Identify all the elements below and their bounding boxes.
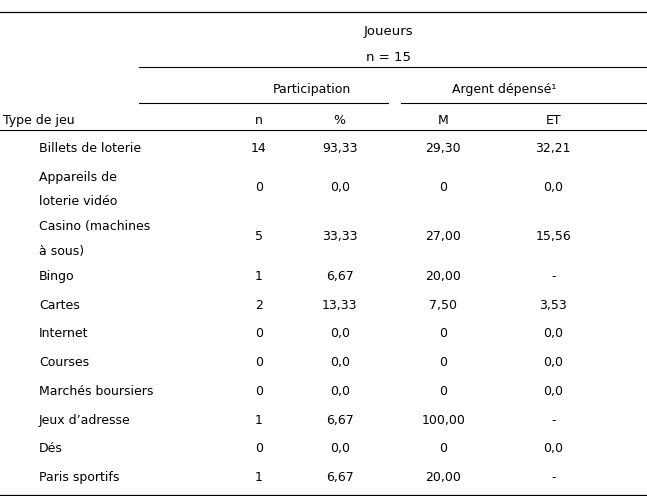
Text: 0,0: 0,0 [543, 327, 563, 340]
Text: 20,00: 20,00 [425, 471, 461, 484]
Text: 0,0: 0,0 [330, 327, 349, 340]
Text: 0: 0 [439, 442, 447, 455]
Text: %: % [334, 114, 345, 127]
Text: 93,33: 93,33 [322, 142, 357, 155]
Text: 6,67: 6,67 [326, 270, 353, 283]
Text: 2: 2 [255, 299, 263, 311]
Text: -: - [551, 270, 555, 283]
Text: Dés: Dés [39, 442, 63, 455]
Text: 20,00: 20,00 [425, 270, 461, 283]
Text: 0,0: 0,0 [543, 442, 563, 455]
Text: Courses: Courses [39, 356, 89, 369]
Text: 0,0: 0,0 [330, 181, 349, 193]
Text: Marchés boursiers: Marchés boursiers [39, 385, 153, 398]
Text: -: - [551, 471, 555, 484]
Text: Argent dépensé¹: Argent dépensé¹ [452, 83, 557, 96]
Text: -: - [551, 414, 555, 427]
Text: Paris sportifs: Paris sportifs [39, 471, 119, 484]
Text: 6,67: 6,67 [326, 414, 353, 427]
Text: 0: 0 [439, 181, 447, 193]
Text: 0: 0 [255, 181, 263, 193]
Text: n: n [255, 114, 263, 127]
Text: 0: 0 [255, 356, 263, 369]
Text: 100,00: 100,00 [421, 414, 465, 427]
Text: 14: 14 [251, 142, 267, 155]
Text: à sous): à sous) [39, 245, 84, 258]
Text: 0,0: 0,0 [543, 356, 563, 369]
Text: 1: 1 [255, 414, 263, 427]
Text: Type de jeu: Type de jeu [3, 114, 75, 127]
Text: 0: 0 [439, 385, 447, 398]
Text: 27,00: 27,00 [425, 230, 461, 243]
Text: 1: 1 [255, 471, 263, 484]
Text: loterie vidéo: loterie vidéo [39, 195, 117, 208]
Text: Appareils de: Appareils de [39, 171, 116, 184]
Text: Billets de loterie: Billets de loterie [39, 142, 141, 155]
Text: 6,67: 6,67 [326, 471, 353, 484]
Text: 33,33: 33,33 [322, 230, 357, 243]
Text: Internet: Internet [39, 327, 89, 340]
Text: Casino (machines: Casino (machines [39, 220, 150, 233]
Text: Bingo: Bingo [39, 270, 74, 283]
Text: ET: ET [545, 114, 561, 127]
Text: Participation: Participation [273, 83, 351, 96]
Text: 3,53: 3,53 [540, 299, 567, 311]
Text: 7,50: 7,50 [429, 299, 457, 311]
Text: Jeux d’adresse: Jeux d’adresse [39, 414, 131, 427]
Text: 15,56: 15,56 [535, 230, 571, 243]
Text: 0,0: 0,0 [543, 385, 563, 398]
Text: 29,30: 29,30 [425, 142, 461, 155]
Text: 0: 0 [255, 385, 263, 398]
Text: 0,0: 0,0 [543, 181, 563, 193]
Text: n = 15: n = 15 [366, 51, 411, 63]
Text: 1: 1 [255, 270, 263, 283]
Text: 0,0: 0,0 [330, 385, 349, 398]
Text: M: M [438, 114, 448, 127]
Text: Cartes: Cartes [39, 299, 80, 311]
Text: 0,0: 0,0 [330, 356, 349, 369]
Text: 13,33: 13,33 [322, 299, 357, 311]
Text: 0: 0 [439, 356, 447, 369]
Text: 0,0: 0,0 [330, 442, 349, 455]
Text: 5: 5 [255, 230, 263, 243]
Text: 32,21: 32,21 [536, 142, 571, 155]
Text: 0: 0 [255, 442, 263, 455]
Text: Joueurs: Joueurs [364, 25, 413, 38]
Text: 0: 0 [439, 327, 447, 340]
Text: 0: 0 [255, 327, 263, 340]
